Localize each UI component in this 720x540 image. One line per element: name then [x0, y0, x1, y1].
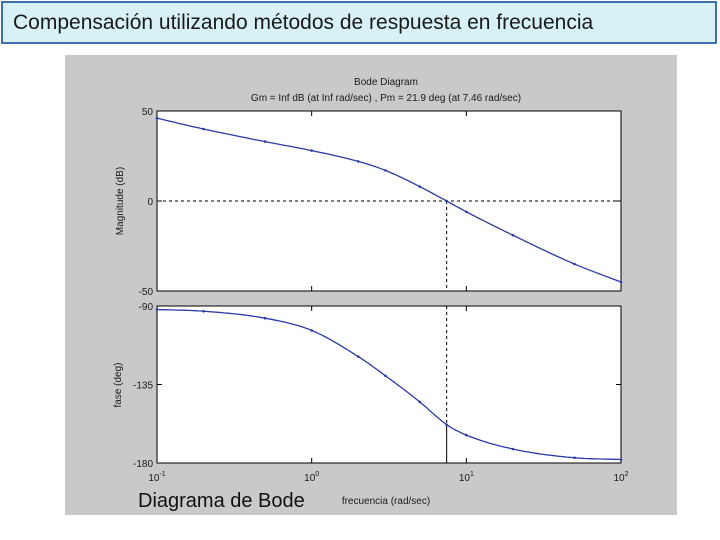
x-tick-label: 101	[459, 471, 474, 484]
phase-curve-point	[155, 308, 159, 311]
phase-curve-point	[445, 423, 448, 426]
bode-caption: Diagrama de Bode	[138, 490, 305, 512]
magnitude-y-tick-label: -50	[139, 287, 154, 298]
phase-curve-point	[619, 458, 623, 461]
x-axis-label: frecuencia (rad/sec)	[342, 496, 430, 507]
phase-y-tick-label: -135	[133, 381, 153, 392]
magnitude-curve	[156, 117, 622, 283]
magnitude-curve-point	[384, 169, 387, 172]
phase-y-tick-label: -90	[139, 302, 154, 313]
magnitude-axis-label: Magnitude (dB)	[115, 167, 126, 235]
phase-plot-area	[156, 305, 622, 464]
crossover-guides	[157, 200, 621, 463]
magnitude-curve-point	[310, 149, 313, 152]
magnitude-curve-point	[465, 210, 468, 214]
phase-curve-point	[384, 374, 387, 378]
phase-y-ticks: -90 -135 -180	[133, 302, 621, 470]
magnitude-curve-point	[573, 262, 576, 266]
phase-curve-point	[202, 309, 205, 313]
phase-curve-point	[465, 433, 468, 437]
magnitude-y-tick-label: 50	[142, 107, 154, 118]
slide-title: Compensación utilizando métodos de respu…	[1, 1, 717, 44]
magnitude-curve-point	[619, 280, 623, 284]
phase-curve-point	[511, 447, 515, 451]
x-tick-label: 102	[613, 471, 628, 484]
x-ticks: 10-1 100 101 102	[148, 111, 629, 484]
phase-axis-label: fase (deg)	[113, 362, 124, 407]
phase-curve-point	[310, 329, 313, 332]
phase-curve-point	[573, 456, 576, 460]
curves	[155, 116, 623, 461]
magnitude-curve-point	[155, 116, 159, 120]
magnitude-curve-point	[356, 160, 360, 163]
phase-curve-point	[356, 355, 360, 358]
chart-title: Bode Diagram	[354, 77, 418, 88]
magnitude-curve-point	[511, 233, 515, 237]
chart-subtitle: Gm = Inf dB (at Inf rad/sec) , Pm = 21.9…	[251, 93, 521, 104]
bode-diagram: Bode Diagram Gm = Inf dB (at Inf rad/sec…	[113, 77, 629, 507]
magnitude-curve-point	[263, 140, 267, 143]
bode-figure: Bode Diagram Gm = Inf dB (at Inf rad/sec…	[65, 55, 677, 515]
magnitude-plot-area	[156, 110, 622, 292]
magnitude-curve-point	[202, 127, 205, 131]
x-tick-label: 100	[304, 471, 319, 484]
magnitude-y-tick-label: 0	[147, 197, 153, 208]
magnitude-curve-point	[418, 185, 422, 188]
phase-curve-point	[263, 316, 267, 320]
phase-curve-point	[418, 400, 422, 404]
x-tick-label: 10-1	[148, 471, 165, 484]
phase-y-tick-label: -180	[133, 459, 153, 470]
phase-curve	[156, 308, 622, 461]
magnitude-curve-point	[445, 199, 448, 203]
